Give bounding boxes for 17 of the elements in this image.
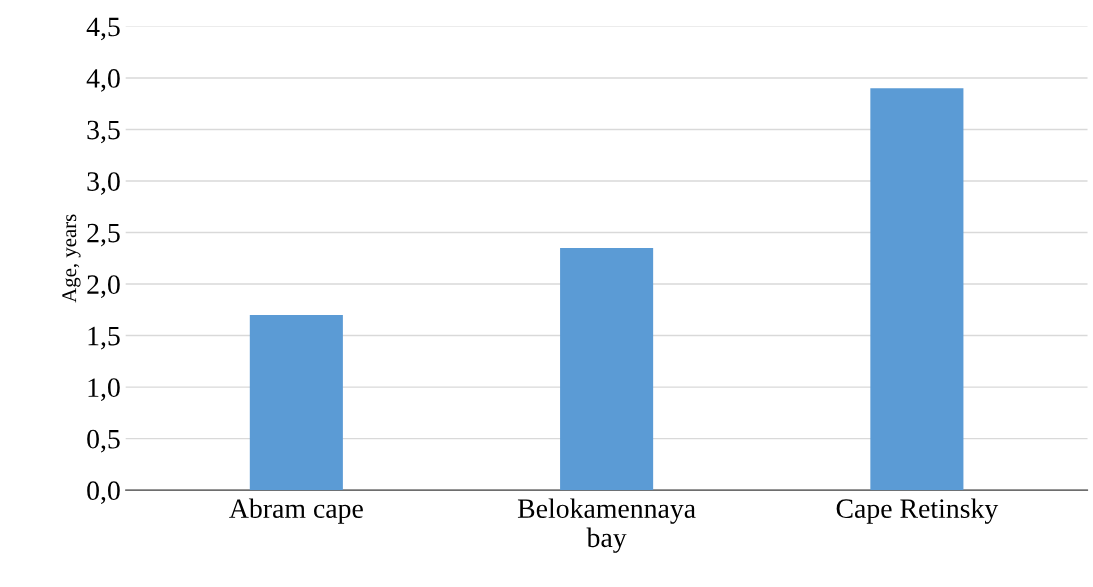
y-tick-label: 3,0: [87, 172, 120, 195]
y-tick-label: 3,5: [87, 120, 120, 144]
y-tick-label: 2,0: [87, 275, 120, 298]
bar: [249, 314, 343, 491]
y-tick-label: 0,0: [87, 481, 120, 505]
bar: [560, 247, 654, 491]
x-tick-label: Abram cape: [229, 498, 363, 524]
y-tick-label: 1,5: [88, 326, 120, 350]
x-tick-label: Cape Retinsky: [836, 498, 999, 524]
y-axis-title: Age, years: [62, 214, 81, 303]
y-tick-label: 4,0: [86, 69, 120, 92]
x-tick-label: Belokamennaya bay: [517, 498, 696, 553]
y-tick-label: 0,5: [87, 429, 120, 453]
y-tick-label: 2,5: [87, 223, 120, 247]
y-tick-label: 1,0: [88, 378, 120, 401]
y-tick-label: 4,5: [86, 17, 120, 41]
bar: [870, 88, 964, 491]
